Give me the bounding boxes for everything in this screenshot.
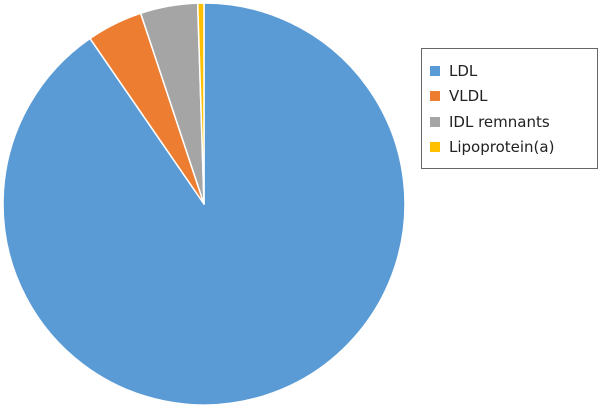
legend-swatch-ldl bbox=[430, 65, 440, 76]
legend-label-idl-remnants: IDL remnants bbox=[449, 112, 550, 131]
legend-item-ldl: LDL bbox=[422, 58, 597, 84]
pie-slice-lipoprotein-a bbox=[196, 2, 205, 205]
legend-swatch-idl-remnants bbox=[430, 116, 440, 127]
legend-item-idl-remnants: IDL remnants bbox=[422, 109, 597, 135]
legend-swatch-vldl bbox=[430, 91, 440, 102]
legend: LDL VLDL IDL remnants Lipoprotein(a) bbox=[421, 48, 598, 169]
legend-label-ldl: LDL bbox=[449, 61, 478, 80]
legend-item-lipoprotein-a: Lipoprotein(a) bbox=[422, 135, 597, 161]
legend-item-vldl: VLDL bbox=[422, 84, 597, 110]
legend-label-vldl: VLDL bbox=[449, 87, 488, 106]
legend-label-lipoprotein-a: Lipoprotein(a) bbox=[449, 138, 555, 157]
legend-swatch-lipoprotein-a bbox=[430, 142, 440, 153]
